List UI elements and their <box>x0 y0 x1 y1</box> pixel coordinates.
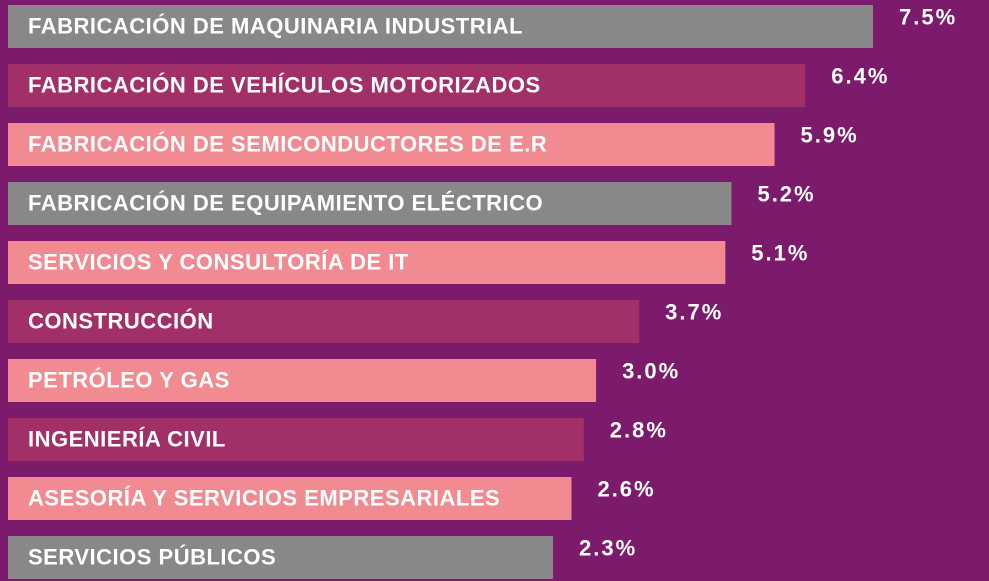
value-label: 6.4% <box>831 63 889 88</box>
bar <box>8 182 732 225</box>
value-label: 5.1% <box>751 240 809 265</box>
value-label: 5.9% <box>801 122 859 147</box>
value-label: 5.2% <box>757 181 815 206</box>
category-label: INGENIERÍA CIVIL <box>28 426 226 451</box>
value-label: 7.5% <box>899 4 957 29</box>
category-label: SERVICIOS PÚBLICOS <box>28 544 276 569</box>
bar <box>8 359 597 402</box>
value-label: 2.6% <box>597 476 655 501</box>
bar <box>8 123 775 166</box>
value-label: 3.7% <box>665 299 723 324</box>
category-label: ASESORÍA Y SERVICIOS EMPRESARIALES <box>28 485 500 510</box>
bar <box>8 477 572 520</box>
category-label: PETRÓLEO Y GAS <box>28 367 230 392</box>
category-label: CONSTRUCCIÓN <box>28 308 214 333</box>
category-label: SERVICIOS Y CONSULTORÍA DE IT <box>28 249 409 274</box>
value-label: 2.8% <box>610 417 668 442</box>
category-label: FABRICACIÓN DE SEMICONDUCTORES DE E.R <box>28 131 547 156</box>
bar <box>8 418 584 461</box>
bar <box>8 241 726 284</box>
value-label: 3.0% <box>622 358 680 383</box>
category-label: FABRICACIÓN DE EQUIPAMIENTO ELÉCTRICO <box>28 190 543 215</box>
value-label: 2.3% <box>579 535 637 560</box>
bar <box>8 536 553 579</box>
bar <box>8 300 640 343</box>
category-label: FABRICACIÓN DE MAQUINARIA INDUSTRIAL <box>28 13 523 38</box>
category-label: FABRICACIÓN DE VEHÍCULOS MOTORIZADOS <box>28 72 541 97</box>
bar <box>8 64 806 107</box>
bar <box>8 5 873 48</box>
